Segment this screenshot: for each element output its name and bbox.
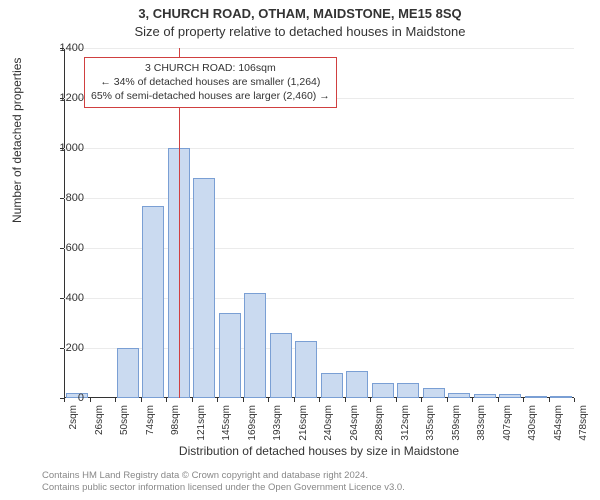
histogram-bar [193, 178, 215, 398]
annotation-box: 3 CHURCH ROAD: 106sqm← 34% of detached h… [84, 57, 337, 108]
y-tick-label: 200 [44, 342, 84, 354]
histogram-bar [321, 373, 343, 398]
x-tick-mark [370, 398, 371, 402]
x-tick-mark [498, 398, 499, 402]
histogram-bar [423, 388, 445, 398]
x-tick-label: 335sqm [425, 405, 436, 441]
x-tick-label: 98sqm [170, 405, 181, 435]
page-title: 3, CHURCH ROAD, OTHAM, MAIDSTONE, ME15 8… [0, 6, 600, 21]
footer-line-2: Contains public sector information licen… [42, 482, 590, 494]
x-tick-mark [319, 398, 320, 402]
x-tick-mark [421, 398, 422, 402]
x-tick-label: 359sqm [451, 405, 462, 441]
x-tick-mark [523, 398, 524, 402]
chart-title: Size of property relative to detached ho… [0, 24, 600, 39]
histogram-bar [117, 348, 139, 398]
x-tick-mark [115, 398, 116, 402]
histogram-bar [270, 333, 292, 398]
x-tick-label: 383sqm [476, 405, 487, 441]
plot-area: 3 CHURCH ROAD: 106sqm← 34% of detached h… [64, 48, 574, 398]
x-tick-mark [268, 398, 269, 402]
y-tick-label: 0 [44, 392, 84, 404]
x-tick-mark [472, 398, 473, 402]
x-tick-label: 478sqm [578, 405, 589, 441]
x-tick-mark [141, 398, 142, 402]
y-tick-label: 1000 [44, 142, 84, 154]
x-tick-mark [243, 398, 244, 402]
y-tick-label: 800 [44, 192, 84, 204]
x-tick-mark [574, 398, 575, 402]
x-tick-mark [396, 398, 397, 402]
x-tick-label: 240sqm [323, 405, 334, 441]
gridline-h [64, 248, 574, 249]
gridline-h [64, 348, 574, 349]
histogram-bar [550, 396, 572, 398]
histogram-bar [474, 394, 496, 399]
x-tick-label: 169sqm [247, 405, 258, 441]
annotation-line-3: 65% of semi-detached houses are larger (… [91, 89, 330, 103]
gridline-h [64, 148, 574, 149]
histogram-bar [448, 393, 470, 398]
gridline-h [64, 48, 574, 49]
histogram-bar [142, 206, 164, 399]
x-tick-mark [447, 398, 448, 402]
x-tick-mark [217, 398, 218, 402]
x-tick-label: 145sqm [221, 405, 232, 441]
chart-container: 3, CHURCH ROAD, OTHAM, MAIDSTONE, ME15 8… [0, 0, 600, 500]
x-tick-label: 121sqm [196, 405, 207, 441]
x-tick-label: 216sqm [298, 405, 309, 441]
x-tick-label: 74sqm [145, 405, 156, 435]
histogram-bar [346, 371, 368, 399]
x-tick-mark [294, 398, 295, 402]
x-tick-label: 193sqm [272, 405, 283, 441]
x-tick-mark [549, 398, 550, 402]
x-tick-label: 407sqm [502, 405, 513, 441]
histogram-bar [525, 396, 547, 399]
x-tick-mark [345, 398, 346, 402]
x-tick-label: 2sqm [68, 405, 79, 429]
histogram-bar [499, 394, 521, 398]
histogram-bar [244, 293, 266, 398]
histogram-bar [295, 341, 317, 399]
y-tick-label: 600 [44, 242, 84, 254]
annotation-line-2: ← 34% of detached houses are smaller (1,… [91, 75, 330, 89]
gridline-h [64, 198, 574, 199]
x-tick-mark [90, 398, 91, 402]
x-tick-mark [166, 398, 167, 402]
x-tick-label: 312sqm [400, 405, 411, 441]
y-axis-label: Number of detached properties [10, 58, 24, 223]
x-tick-label: 454sqm [553, 405, 564, 441]
footer-attribution: Contains HM Land Registry data © Crown c… [42, 470, 590, 494]
gridline-h [64, 298, 574, 299]
footer-line-1: Contains HM Land Registry data © Crown c… [42, 470, 590, 482]
x-tick-label: 288sqm [374, 405, 385, 441]
x-tick-label: 430sqm [527, 405, 538, 441]
annotation-line-1: 3 CHURCH ROAD: 106sqm [91, 61, 330, 75]
x-tick-label: 26sqm [94, 405, 105, 435]
y-tick-label: 1200 [44, 92, 84, 104]
y-tick-label: 400 [44, 292, 84, 304]
histogram-bar [219, 313, 241, 398]
x-tick-label: 50sqm [119, 405, 130, 435]
x-axis-label: Distribution of detached houses by size … [64, 444, 574, 458]
x-tick-label: 264sqm [349, 405, 360, 441]
histogram-bar [397, 383, 419, 398]
y-tick-label: 1400 [44, 42, 84, 54]
histogram-bar [372, 383, 394, 398]
x-tick-mark [192, 398, 193, 402]
